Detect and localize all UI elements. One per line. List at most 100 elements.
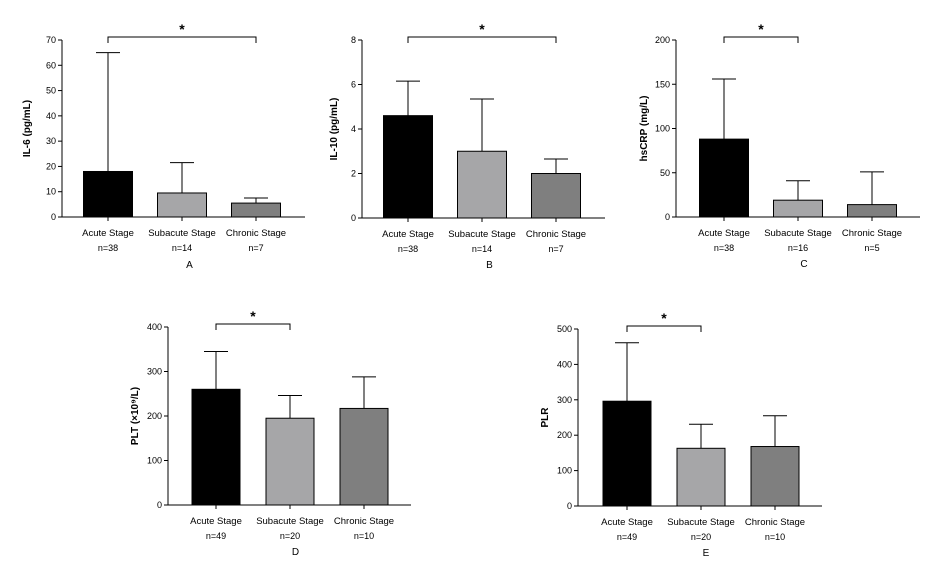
bar-subacute — [265, 417, 315, 506]
y-axis-label: PLT (×10⁹/L) — [130, 387, 141, 445]
panel-label: C — [800, 259, 807, 270]
x-tick-label: Acute Stage — [382, 229, 434, 240]
y-tick-label: 0 — [51, 212, 56, 222]
sample-size-label: n=20 — [280, 531, 300, 541]
y-tick-label: 200 — [557, 430, 572, 440]
significance-bracket — [723, 36, 799, 43]
y-tick-label: 300 — [147, 367, 162, 377]
y-tick-label: 0 — [567, 501, 572, 511]
bar-chronic — [231, 202, 281, 218]
y-tick-label: 30 — [46, 136, 56, 146]
sample-size-label: n=49 — [206, 531, 226, 541]
y-tick-label: 400 — [147, 322, 162, 332]
significance-marker: * — [479, 21, 485, 37]
sample-size-label: n=10 — [765, 532, 785, 542]
significance-marker: * — [661, 310, 667, 326]
bar-subacute — [773, 199, 823, 218]
panel-label: E — [703, 548, 710, 559]
x-tick-label: Subacute Stage — [148, 228, 216, 239]
y-axis-label: IL-6 (pg/mL) — [22, 100, 33, 157]
y-tick-label: 4 — [351, 124, 356, 134]
y-axis-label: hsCRP (mg/L) — [639, 96, 650, 162]
sample-size-label: n=14 — [472, 244, 492, 254]
sample-size-label: n=7 — [248, 243, 263, 253]
y-axis-label: IL-10 (pg/mL) — [329, 98, 340, 161]
y-tick-label: 40 — [46, 111, 56, 121]
y-tick-label: 300 — [557, 395, 572, 405]
y-tick-label: 200 — [655, 35, 670, 45]
y-tick-label: 100 — [147, 456, 162, 466]
bar-chronic — [847, 204, 897, 218]
y-tick-label: 0 — [665, 212, 670, 222]
sample-size-label: n=14 — [172, 243, 192, 253]
significance-bracket — [407, 36, 557, 43]
y-tick-label: 0 — [351, 213, 356, 223]
y-tick-label: 50 — [660, 168, 670, 178]
x-tick-label: Chronic Stage — [745, 517, 805, 528]
significance-bracket — [626, 325, 702, 332]
significance-marker: * — [758, 21, 764, 37]
x-tick-label: Acute Stage — [601, 517, 653, 528]
y-axis-label: PLR — [540, 407, 551, 428]
panel-b: 0 2 4 6 8 IL-10 (pg/mL) Acute Stage n=38 Subacut… — [329, 21, 605, 271]
sample-size-label: n=49 — [617, 532, 637, 542]
y-tick-label: 100 — [557, 466, 572, 476]
y-tick-label: 0 — [157, 500, 162, 510]
significance-marker: * — [250, 308, 256, 324]
bar-subacute — [457, 150, 507, 219]
x-tick-label: Acute Stage — [698, 228, 750, 239]
significance-bracket — [215, 323, 291, 330]
significance-marker: * — [179, 21, 185, 37]
bar-acute — [602, 400, 652, 507]
sample-size-label: n=38 — [98, 243, 118, 253]
panel-label: B — [486, 260, 493, 271]
sample-size-label: n=38 — [398, 244, 418, 254]
x-tick-label: Subacute Stage — [448, 229, 516, 240]
y-tick-label: 400 — [557, 359, 572, 369]
y-tick-label: 20 — [46, 161, 56, 171]
x-tick-label: Chronic Stage — [226, 228, 286, 239]
x-tick-label: Acute Stage — [190, 516, 242, 527]
panel-a: 0 10 20 30 40 50 60 70 IL-6 (pg/mL) Acute Stage n=… — [22, 21, 305, 271]
y-tick-label: 200 — [147, 411, 162, 421]
y-tick-label: 60 — [46, 60, 56, 70]
y-tick-label: 2 — [351, 169, 356, 179]
bar-chronic — [750, 446, 800, 507]
panel-label: D — [292, 547, 299, 558]
x-tick-label: Acute Stage — [82, 228, 134, 239]
x-tick-label: Chronic Stage — [334, 516, 394, 527]
y-tick-label: 50 — [46, 86, 56, 96]
sample-size-label: n=20 — [691, 532, 711, 542]
y-tick-label: 500 — [557, 324, 572, 334]
x-tick-label: Subacute Stage — [256, 516, 324, 527]
bar-chronic — [339, 407, 389, 506]
sample-size-label: n=10 — [354, 531, 374, 541]
bar-acute — [383, 115, 433, 219]
bar-acute — [191, 388, 241, 506]
y-tick-label: 10 — [46, 187, 56, 197]
panel-e: 0 100 200 300 400 500 PLR Acute Stage n=49 Subacu… — [540, 310, 822, 559]
x-tick-label: Subacute Stage — [764, 228, 832, 239]
sample-size-label: n=16 — [788, 243, 808, 253]
panel-label: A — [186, 260, 193, 271]
panel-d: 0 100 200 300 400 PLT (×10⁹/L) Acute Stage n=49… — [130, 308, 411, 558]
sample-size-label: n=5 — [864, 243, 879, 253]
x-tick-label: Chronic Stage — [526, 229, 586, 240]
x-tick-label: Subacute Stage — [667, 517, 735, 528]
bar-subacute — [676, 447, 726, 507]
x-tick-label: Chronic Stage — [842, 228, 902, 239]
panel-c: 0 50 100 150 200 hsCRP (mg/L) Acute Stage n=38 S… — [639, 21, 920, 270]
y-tick-label: 100 — [655, 124, 670, 134]
significance-bracket — [107, 36, 257, 43]
y-tick-label: 6 — [351, 80, 356, 90]
y-tick-label: 150 — [655, 79, 670, 89]
bar-chronic — [531, 173, 581, 219]
bar-acute — [699, 138, 749, 218]
y-tick-label: 8 — [351, 35, 356, 45]
sample-size-label: n=38 — [714, 243, 734, 253]
bar-acute — [83, 170, 133, 218]
y-tick-label: 70 — [46, 35, 56, 45]
sample-size-label: n=7 — [548, 244, 563, 254]
bar-subacute — [157, 192, 207, 218]
